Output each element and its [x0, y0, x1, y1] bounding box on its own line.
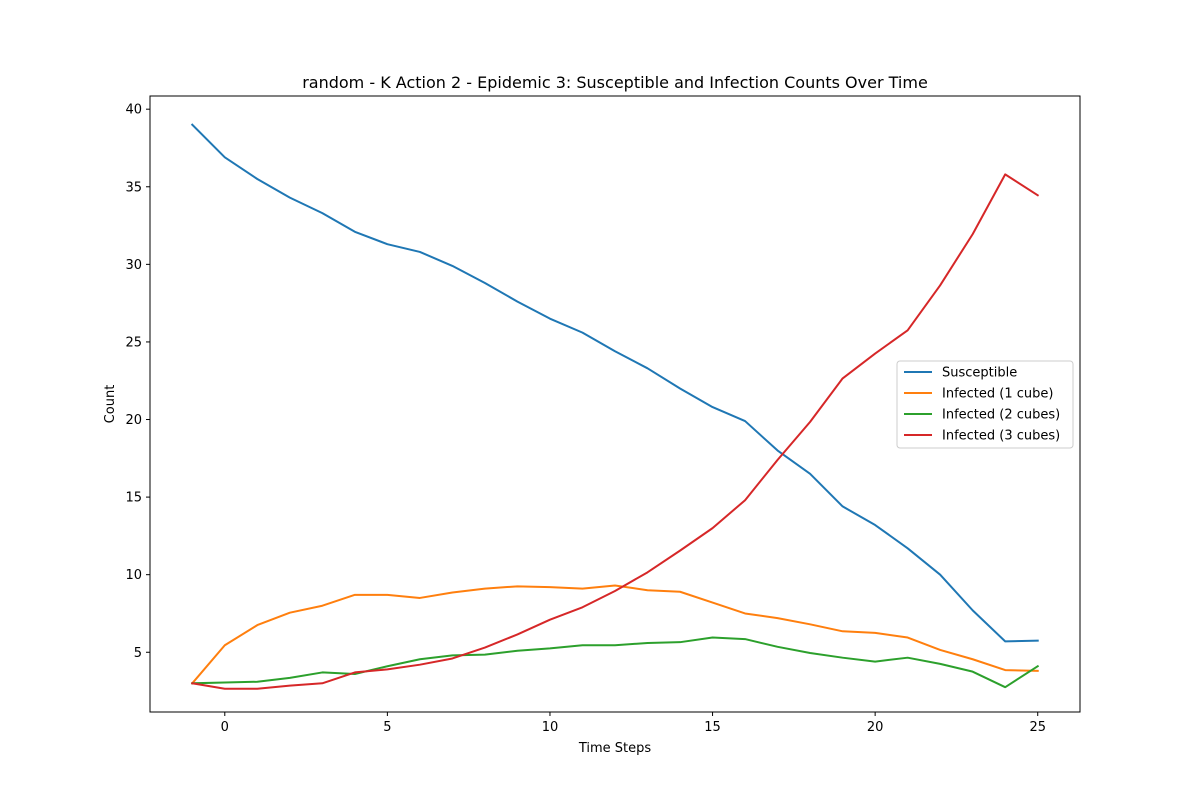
series-line-1 [190, 584, 1039, 685]
legend-label-1: Infected (1 cube) [942, 387, 1053, 402]
legend-label-0: Susceptible [942, 366, 1017, 381]
y-tick-label: 30 [125, 258, 142, 273]
x-tick-label: 25 [1029, 720, 1046, 735]
y-tick-label: 25 [125, 335, 142, 350]
y-axis-ticks: 5 10 15 20 25 30 35 40 [125, 103, 150, 661]
x-tick-label: 20 [867, 720, 884, 735]
x-axis-label: Time Steps [578, 741, 652, 756]
y-tick-label: 35 [125, 180, 142, 195]
y-tick-label: 15 [125, 491, 142, 506]
series-layer [190, 123, 1040, 690]
x-axis-ticks: 0 5 10 15 20 25 [221, 712, 1046, 735]
chart-title: random - K Action 2 - Epidemic 3: Suscep… [302, 73, 928, 92]
y-tick-label: 5 [134, 646, 142, 661]
y-axis-label: Count [103, 385, 118, 424]
plot-frame [149, 95, 1081, 713]
series-line-2 [191, 636, 1040, 689]
y-tick-label: 20 [125, 413, 142, 428]
legend: Susceptible Infected (1 cube) Infected (2 … [896, 360, 1074, 449]
legend-label-2: Infected (2 cubes) [942, 408, 1060, 423]
x-tick-label: 15 [704, 720, 721, 735]
x-tick-label: 10 [542, 720, 559, 735]
y-tick-label: 40 [125, 103, 142, 118]
x-tick-label: 0 [221, 720, 229, 735]
legend-label-3: Infected (3 cubes) [942, 429, 1060, 444]
y-tick-label: 10 [125, 568, 142, 583]
legend-box [896, 360, 1074, 449]
series-line-0 [190, 123, 1039, 643]
x-tick-label: 5 [383, 720, 391, 735]
series-line-3 [191, 173, 1040, 690]
